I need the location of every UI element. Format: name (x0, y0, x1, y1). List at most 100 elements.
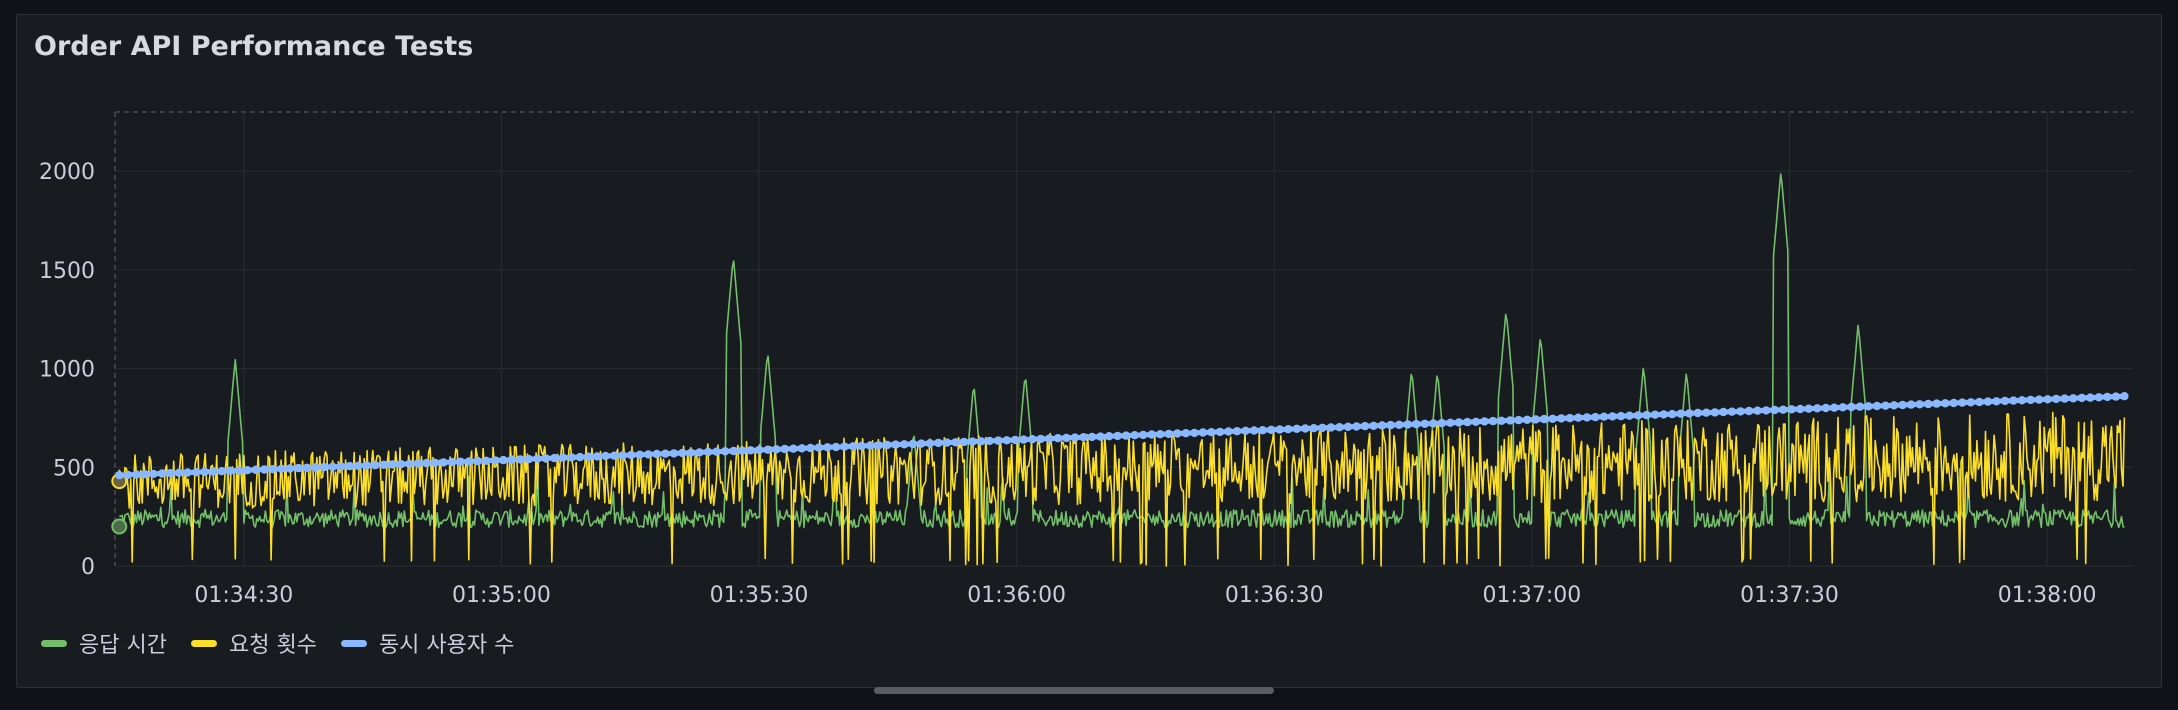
series-point-concurrent-users (1676, 409, 1685, 418)
series-point-concurrent-users (302, 463, 312, 472)
series-point-concurrent-users (1975, 397, 1984, 407)
series-point-concurrent-users (729, 446, 738, 456)
series-point-concurrent-users (951, 438, 960, 447)
series-point-concurrent-users (1164, 429, 1174, 439)
series-point-concurrent-users (200, 467, 209, 476)
series-point-concurrent-users (1173, 429, 1182, 438)
y-tick-label: 0 (81, 555, 95, 580)
series-point-concurrent-users (883, 440, 892, 450)
series-point-concurrent-users (1727, 407, 1737, 416)
series-point-concurrent-users (2009, 396, 2018, 405)
horizontal-scrollbar[interactable] (874, 687, 1274, 694)
series-point-concurrent-users (652, 449, 661, 459)
series-point-concurrent-users (132, 470, 141, 479)
series-point-concurrent-users (763, 445, 772, 454)
series-point-concurrent-users (1702, 408, 1711, 417)
series-point-concurrent-users (865, 441, 875, 450)
series-point-concurrent-users (1002, 436, 1011, 445)
series-point-concurrent-users (277, 464, 286, 473)
series-point-concurrent-users (755, 445, 764, 455)
series-point-concurrent-users (1275, 425, 1284, 434)
series-point-concurrent-users (1011, 435, 1020, 445)
series-point-concurrent-users (1070, 433, 1080, 442)
series-point-concurrent-users (1267, 425, 1276, 434)
series-point-concurrent-users (584, 452, 593, 461)
series-point-concurrent-users (1719, 407, 1728, 417)
series-point-concurrent-users (1292, 424, 1302, 433)
series-point-concurrent-users (345, 461, 354, 471)
series-point-concurrent-users (1335, 423, 1344, 432)
series-point-concurrent-users (1838, 403, 1848, 412)
legend: 응답 시간 요청 횟수 동시 사용자 수 (41, 627, 514, 659)
series-point-concurrent-users (115, 471, 124, 480)
series-point-concurrent-users (2052, 394, 2061, 404)
series-point-concurrent-users (1898, 400, 1907, 410)
series-point-concurrent-users (1087, 432, 1097, 442)
legend-item[interactable]: 동시 사용자 수 (340, 627, 514, 659)
series-point-concurrent-users (1591, 412, 1600, 422)
series-point-concurrent-users (1463, 417, 1472, 427)
series-point-concurrent-users (2094, 393, 2103, 402)
series-point-concurrent-users (2103, 392, 2112, 402)
series-point-concurrent-users (1241, 426, 1250, 435)
series-point-concurrent-users (1437, 418, 1447, 428)
x-tick-label: 01:35:30 (710, 583, 809, 608)
series-point-concurrent-users (1992, 397, 2001, 406)
series-point-concurrent-users (738, 446, 747, 455)
series-point-concurrent-users (268, 465, 278, 474)
series-point-concurrent-users (1369, 421, 1378, 430)
series-point-concurrent-users (1821, 403, 1831, 413)
legend-item[interactable]: 요청 횟수 (190, 627, 317, 659)
series-point-concurrent-users (780, 444, 789, 454)
series-point-concurrent-users (507, 455, 516, 464)
series-point-concurrent-users (669, 449, 679, 458)
x-tick-label: 01:35:00 (452, 583, 551, 608)
series-point-concurrent-users (1770, 405, 1779, 415)
series-point-concurrent-users (311, 463, 320, 472)
series-point-concurrent-users (226, 466, 235, 475)
series-point-concurrent-users (848, 442, 858, 451)
series-point-concurrent-users (1693, 408, 1703, 418)
series-point-concurrent-users (1028, 435, 1037, 444)
series-point-concurrent-users (976, 437, 986, 446)
series-point-concurrent-users (2000, 396, 2010, 406)
series-point-concurrent-users (1710, 408, 1720, 417)
legend-item[interactable]: 응답 시간 (41, 627, 167, 659)
series-point-concurrent-users (550, 453, 559, 463)
series-point-concurrent-users (140, 470, 150, 479)
series-point-concurrent-users (1258, 426, 1267, 435)
series-point-concurrent-users (362, 461, 371, 470)
series-point-concurrent-users (959, 437, 969, 447)
series-point-concurrent-users (1301, 424, 1310, 433)
series-point-concurrent-users (1608, 412, 1617, 421)
series-point-concurrent-users (1420, 419, 1430, 428)
series-point-concurrent-users (388, 460, 397, 469)
series-point-concurrent-users (891, 440, 900, 449)
series-point-concurrent-users (183, 468, 192, 477)
series-point-concurrent-users (874, 441, 883, 450)
series-point-concurrent-users (1096, 432, 1105, 441)
chart-panel: 0 500 1000 1500 2000 01:34:30 01:35:00 01:35:3… (16, 14, 2162, 688)
series-point-concurrent-users (1872, 401, 1882, 411)
series-point-concurrent-users (2017, 396, 2027, 405)
series-point-concurrent-users (516, 455, 525, 464)
series-point-concurrent-users (1949, 398, 1959, 408)
series-point-concurrent-users (686, 448, 696, 457)
series-point-concurrent-users (1326, 423, 1336, 432)
series-point-concurrent-users (1778, 405, 1788, 414)
series-point-concurrent-users (678, 448, 687, 458)
panel-title: Order API Performance Tests (34, 31, 474, 62)
series-point-concurrent-users (558, 453, 568, 462)
legend-swatch (190, 639, 217, 647)
series-point-concurrent-users (575, 452, 585, 462)
series-point-concurrent-users (1736, 407, 1745, 416)
series-point-concurrent-users (1881, 401, 1890, 410)
series-point-concurrent-users (251, 465, 260, 474)
series-point-concurrent-users (1079, 433, 1088, 442)
series-point-concurrent-users (1130, 431, 1139, 440)
series-point-concurrent-users (524, 454, 533, 464)
series-point-concurrent-users (592, 452, 602, 461)
series-point-concurrent-users (1514, 415, 1523, 425)
series-point-concurrent-users (1062, 433, 1071, 443)
series-point-concurrent-users (234, 466, 243, 475)
